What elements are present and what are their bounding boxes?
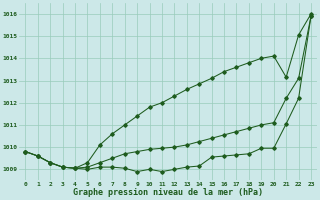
X-axis label: Graphe pression niveau de la mer (hPa): Graphe pression niveau de la mer (hPa) bbox=[73, 188, 263, 197]
